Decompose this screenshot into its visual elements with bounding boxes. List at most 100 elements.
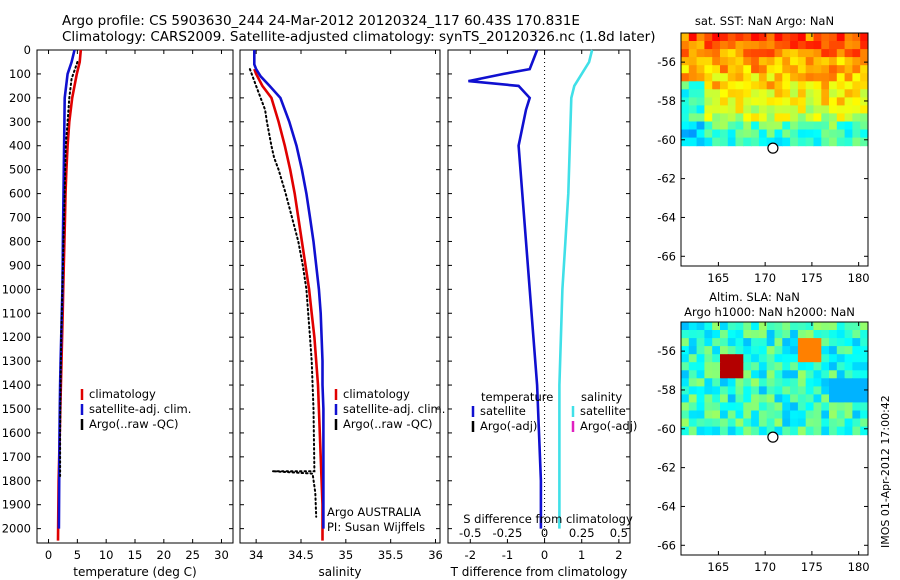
map-cell: [860, 338, 868, 347]
map-cell: [797, 394, 807, 403]
map-cell: [852, 49, 861, 58]
map-cell: [829, 73, 838, 82]
map-cell: [766, 89, 776, 98]
map-cell: [836, 370, 846, 379]
map-cell: [782, 394, 791, 403]
map-cell: [774, 105, 783, 114]
map-cell: [813, 105, 822, 114]
map-cell: [743, 65, 752, 74]
map-cell: [727, 370, 737, 379]
profile-panel-2: 34 34.5 35 35.5 36 salinity: [239, 49, 443, 579]
map-cell: [782, 386, 791, 395]
map-cell: [751, 402, 760, 411]
map-cell: [735, 33, 744, 42]
map-cell: [681, 89, 690, 98]
map-cell: [766, 322, 776, 331]
y-tick-label: 200: [9, 91, 31, 105]
map-cell: [758, 89, 768, 98]
map-cell: [790, 57, 799, 66]
map-cell: [720, 346, 729, 355]
y-tick-label: 600: [9, 187, 31, 201]
map-cell: [836, 410, 846, 420]
map-cell: [805, 426, 815, 436]
map-cell: [712, 394, 721, 403]
map-cell: [681, 330, 690, 339]
map-cell: [751, 394, 760, 403]
map-cell: [720, 386, 729, 395]
map-cell: [813, 402, 822, 411]
map-cell: [696, 354, 705, 363]
y-tick-label: 700: [9, 211, 31, 225]
map-cell: [727, 97, 737, 106]
map-cell: [743, 89, 752, 98]
map-cell: [681, 386, 690, 395]
x-tick-label: 0: [45, 548, 52, 562]
map-cell: [758, 322, 768, 331]
x-tick-label: 35: [339, 548, 354, 562]
map-cell: [813, 65, 822, 74]
y-tick-label: -60: [657, 133, 676, 147]
map-cell: [774, 81, 783, 90]
map-cell: [681, 338, 690, 347]
map-cell: [696, 121, 705, 131]
map-cell: [821, 418, 830, 428]
map-cell: [821, 97, 830, 106]
map-cell: [829, 81, 838, 90]
map-cell: [829, 418, 838, 428]
legend-label: climatology: [343, 387, 410, 401]
map-cell: [782, 330, 791, 339]
map-cell: [829, 41, 838, 50]
map-cell: [813, 73, 822, 82]
map-cell: [758, 354, 768, 363]
map-cell: [758, 418, 768, 428]
map-cell: [720, 402, 729, 411]
legend-label: satellite: [480, 404, 526, 418]
map-cell: [704, 322, 713, 331]
map-cell: [704, 354, 713, 363]
map-cell: [797, 338, 807, 347]
map-cell: [751, 129, 760, 139]
map-cell: [758, 410, 768, 420]
map-cell: [860, 378, 868, 387]
map-cell: [727, 378, 737, 387]
y-tick-label: 1400: [2, 378, 31, 392]
map-cell: [844, 81, 853, 90]
y-tick-label: 900: [9, 258, 31, 272]
map-cell: [751, 322, 760, 331]
map-field: [681, 322, 868, 436]
map-cell: [774, 137, 783, 147]
map-cell: [743, 49, 752, 58]
map-cell: [852, 129, 861, 139]
map-cell: [821, 378, 830, 387]
figure-subtitle: Climatology: CARS2009. Satellite-adjuste…: [62, 29, 656, 45]
map-cell: [751, 105, 760, 114]
map-cell: [774, 89, 783, 98]
x-tick-label: 1: [578, 548, 585, 562]
x-axis-label: T difference from climatology: [450, 565, 628, 579]
map-cell: [797, 89, 807, 98]
map-cell: [790, 378, 799, 387]
map-cell: [813, 81, 822, 90]
map-cell: [797, 65, 807, 74]
map-cell: [696, 330, 705, 339]
map-cell: [688, 362, 698, 371]
map-cell: [797, 73, 807, 82]
map-cell: [696, 57, 705, 66]
map-cell: [696, 49, 705, 58]
map-cell: [860, 33, 868, 42]
map-cell: [743, 410, 752, 420]
map-cell: [758, 57, 768, 66]
map-cell: [758, 113, 768, 122]
map-cell: [712, 89, 721, 98]
map-cell: [821, 426, 830, 436]
map-cell: [751, 57, 760, 66]
map-cell: [805, 338, 815, 347]
map-cell: [829, 113, 838, 122]
map-cell: [766, 402, 776, 411]
map-cell: [844, 322, 853, 331]
map-cell: [774, 65, 783, 74]
map-cell: [751, 33, 760, 42]
map-cell: [844, 73, 853, 82]
map-cell: [681, 137, 690, 147]
map-cell: [836, 105, 846, 114]
